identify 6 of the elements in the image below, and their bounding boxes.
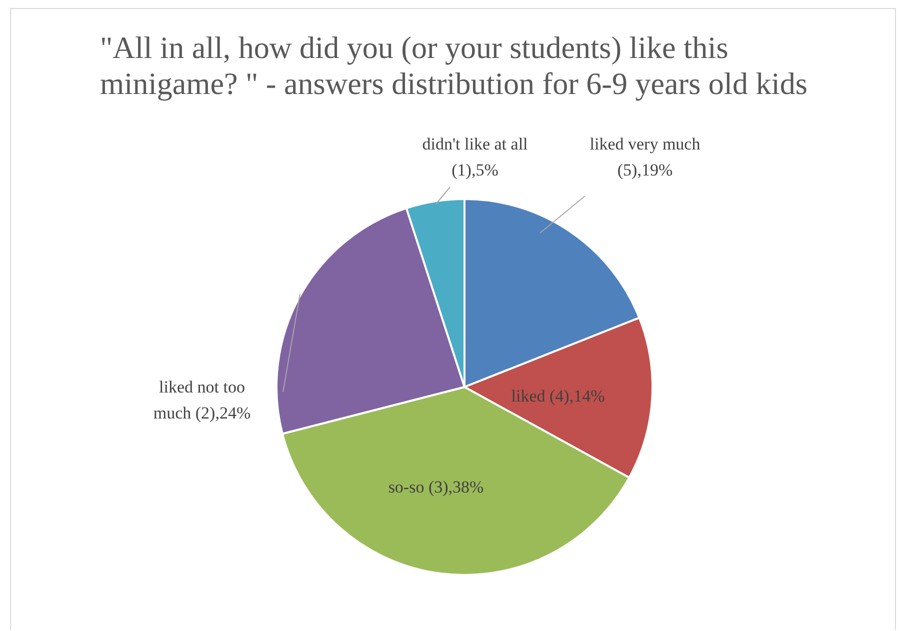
slice-label: liked not too much (2),24% (153, 377, 251, 422)
slice-label: liked (4),14% (511, 386, 605, 406)
slice-label: didn't like at all (1),5% (422, 134, 528, 180)
slice-label: liked very much (5),19% (590, 134, 701, 180)
chart-title: "All in all, how did you (or your students) like this minigame? " - answers distribution for 6-9 years old kids (100, 30, 808, 102)
slice-label: so-so (3),38% (388, 477, 484, 496)
